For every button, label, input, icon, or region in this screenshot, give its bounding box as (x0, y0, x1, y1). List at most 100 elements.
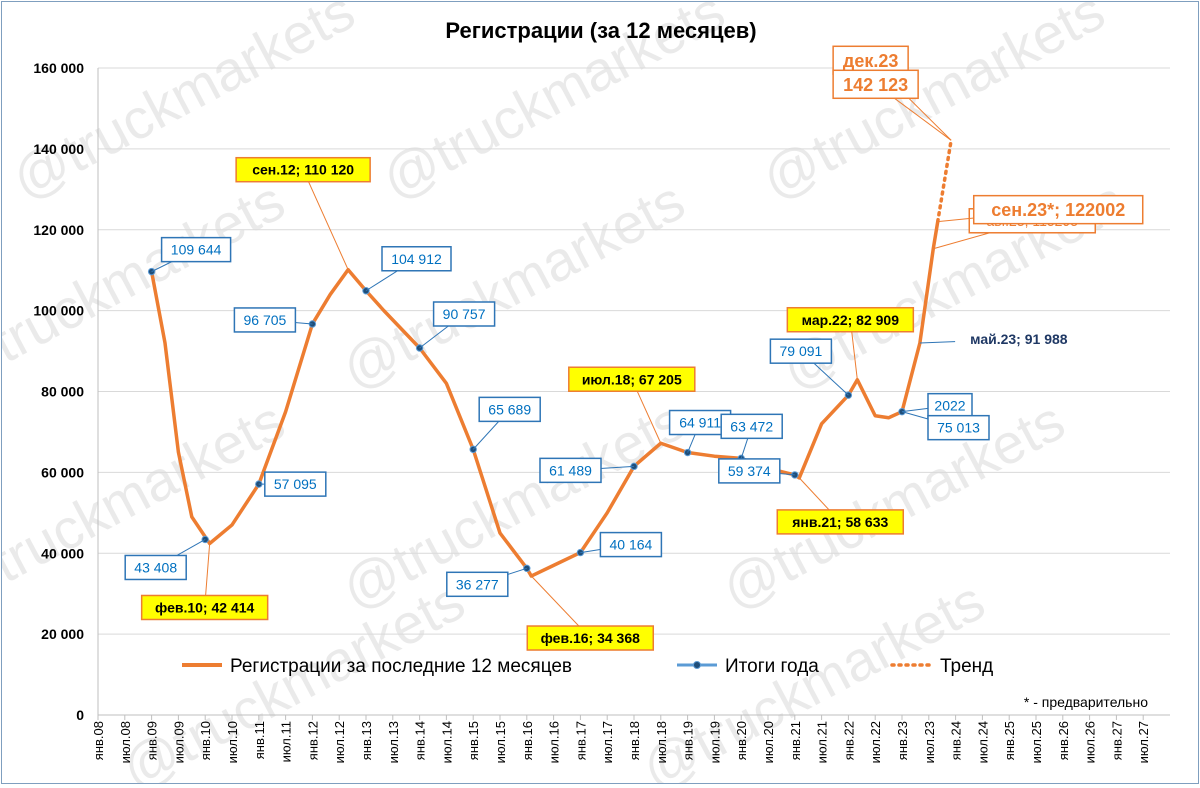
callout-box (972, 194, 1144, 225)
x-tick-label: янв.09 (145, 721, 160, 760)
callout-label: мар.22; 82 909 (802, 312, 900, 328)
x-tick-label: июл.13 (386, 721, 401, 763)
x-tick-label: янв.22 (841, 721, 856, 760)
callout: мар.22; 82 909 (786, 306, 915, 380)
callout: 57 095 (258, 471, 327, 497)
x-tick-label: июл.16 (547, 721, 562, 763)
callout-box (832, 69, 919, 100)
callout: сен.23*; 122002 (937, 194, 1144, 225)
callout-label: 64 911 (679, 415, 721, 431)
callout: 90 757 (419, 301, 496, 349)
callout-label: 59 374 (728, 463, 771, 479)
x-tick-label: янв.21 (788, 721, 803, 760)
callout-label: 40 164 (609, 537, 652, 553)
y-axis-ticks: 0 20 000 40 000 60 000 80 000 100 000 120 000 1… (33, 60, 84, 723)
x-tick-label: июл.09 (171, 721, 186, 763)
x-tick-label: июл.12 (332, 721, 347, 763)
callout-label: фев.16; 34 368 (541, 630, 641, 646)
x-tick-label: июл.17 (600, 721, 615, 763)
callout: 104 912 (365, 246, 452, 292)
x-tick-label: янв.19 (681, 721, 696, 760)
x-tick-label: июл.10 (225, 721, 240, 763)
legend-item: Тренд (890, 656, 993, 677)
series-line-registrations (149, 219, 940, 578)
callout: 65 689 (472, 396, 541, 450)
callout-box (927, 392, 973, 419)
x-tick-label: янв.26 (1056, 721, 1071, 760)
x-tick-label: июл.08 (118, 721, 133, 763)
x-tick-label: июл.15 (493, 721, 508, 763)
y-tick-label: 60 000 (41, 464, 84, 480)
callout-box (769, 338, 833, 364)
callout-label: янв.21; 58 633 (792, 514, 888, 530)
legend-swatch-marker (693, 661, 701, 669)
callout-box (235, 156, 371, 183)
callout-label: 96 705 (243, 312, 286, 328)
callout-box (526, 625, 655, 651)
callout: 142 123 (832, 69, 952, 141)
x-tick-label: янв.13 (359, 721, 374, 760)
callout-label: май.23; 91 988 (970, 331, 1068, 347)
callout: 64 911 (668, 409, 732, 453)
watermark-text: @truckmarkets (751, 2, 1114, 211)
callout: 59 374 (718, 458, 795, 484)
callout-box (955, 326, 1083, 352)
y-tick-label: 20 000 (41, 626, 84, 642)
callout: 96 705 (233, 307, 313, 333)
callout: май.23; 91 988 (919, 326, 1083, 352)
watermark-text: @truckmarkets (331, 388, 694, 621)
callout-leader (302, 169, 349, 270)
y-tick-label: 80 000 (41, 384, 84, 400)
x-axis-ticks: янв.08 июл.08 янв.09 июл.09 янв.10 июл.10 янв.… (91, 715, 1151, 763)
watermark-text: @truckmarkets (2, 168, 294, 401)
footnote: * - предварительно (1024, 694, 1148, 710)
callout-box (124, 554, 187, 581)
callout-box (446, 571, 509, 598)
callout: 2022 (901, 392, 973, 419)
legend: Регистрации за последние 12 месяцев Итоги… (182, 656, 993, 677)
y-tick-label: 120 000 (33, 222, 84, 238)
callout-label: 65 689 (488, 401, 531, 417)
watermark-text: @truckmarkets (331, 168, 694, 401)
x-tick-label: янв.25 (1002, 721, 1017, 760)
x-tick-label: янв.08 (91, 721, 106, 760)
legend-label: Регистрации за последние 12 месяцев (230, 656, 572, 677)
callout-box (160, 236, 232, 263)
callout: янв.21; 58 633 (776, 477, 905, 535)
callout-label: 90 757 (443, 306, 486, 322)
x-tick-label: янв.15 (466, 721, 481, 760)
x-tick-label: янв.27 (1109, 721, 1124, 760)
callout-box (539, 457, 602, 484)
callout-box (381, 246, 452, 272)
callout-label: 142 123 (843, 75, 908, 95)
x-tick-label: июл.25 (1029, 721, 1044, 763)
x-tick-label: янв.18 (627, 721, 642, 760)
callout: 61 489 (539, 457, 635, 484)
callout-label: 43 408 (134, 560, 177, 576)
callout-label: 36 277 (456, 576, 499, 592)
callout-box (668, 409, 732, 436)
y-tick-label: 0 (76, 707, 84, 723)
x-tick-label: янв.14 (413, 721, 428, 760)
watermark-text: @truckmarkets (2, 388, 294, 621)
series-line-trend (935, 138, 953, 224)
x-tick-label: янв.11 (252, 721, 267, 759)
callout: 79 091 (769, 338, 849, 396)
x-tick-label: янв.12 (305, 721, 320, 760)
callout-label: фев.10; 42 414 (155, 600, 255, 616)
legend-item: Итоги года (677, 656, 819, 677)
y-tick-label: 100 000 (33, 303, 84, 319)
callout-label: 61 489 (549, 462, 592, 478)
legend-label: Тренд (940, 656, 993, 677)
callout: 109 644 (151, 236, 232, 273)
x-tick-label: янв.23 (895, 721, 910, 760)
x-tick-label: июл.23 (922, 721, 937, 763)
callout: 43 408 (124, 539, 206, 581)
callout-label: 75 013 (937, 420, 980, 436)
x-tick-label: янв.16 (520, 721, 535, 760)
callout-label: 79 091 (779, 343, 822, 359)
callout-box (927, 414, 990, 441)
x-tick-label: июл.14 (439, 721, 454, 763)
